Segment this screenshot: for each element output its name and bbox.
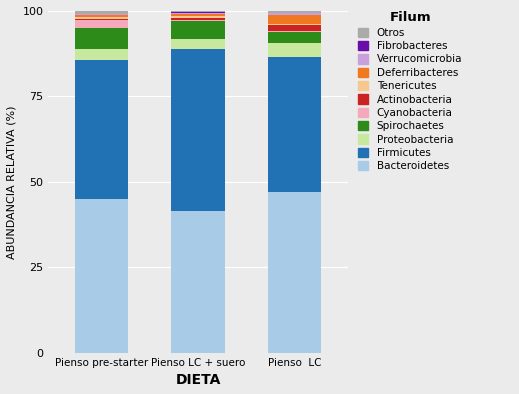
Bar [171, 11, 225, 12]
Bar [75, 11, 128, 14]
Bar [268, 15, 321, 24]
Bar [268, 193, 321, 353]
Bar [171, 211, 225, 353]
Bar [75, 19, 128, 20]
Bar [171, 18, 225, 20]
Bar [75, 199, 128, 353]
Bar [171, 12, 225, 13]
Bar [171, 13, 225, 14]
Y-axis label: ABUNDANCIA RELATIVA (%): ABUNDANCIA RELATIVA (%) [7, 105, 17, 258]
Bar [75, 15, 128, 17]
Bar [171, 14, 225, 17]
Bar [75, 20, 128, 28]
Bar [75, 60, 128, 199]
Bar [268, 30, 321, 32]
X-axis label: DIETA: DIETA [175, 373, 221, 387]
Bar [75, 28, 128, 49]
Bar [268, 32, 321, 43]
Bar [75, 14, 128, 15]
Bar [75, 49, 128, 60]
Bar [171, 49, 225, 211]
Bar [268, 57, 321, 193]
Bar [171, 39, 225, 49]
Bar [171, 21, 225, 39]
Legend: Otros, Fibrobacteres, Verrucomicrobia, Deferribacteres, Tenericutes, Actinobacte: Otros, Fibrobacteres, Verrucomicrobia, D… [356, 9, 465, 173]
Bar [268, 25, 321, 30]
Bar [171, 17, 225, 18]
Bar [268, 43, 321, 57]
Bar [268, 24, 321, 25]
Bar [171, 20, 225, 21]
Bar [75, 17, 128, 19]
Bar [268, 11, 321, 13]
Bar [268, 13, 321, 15]
